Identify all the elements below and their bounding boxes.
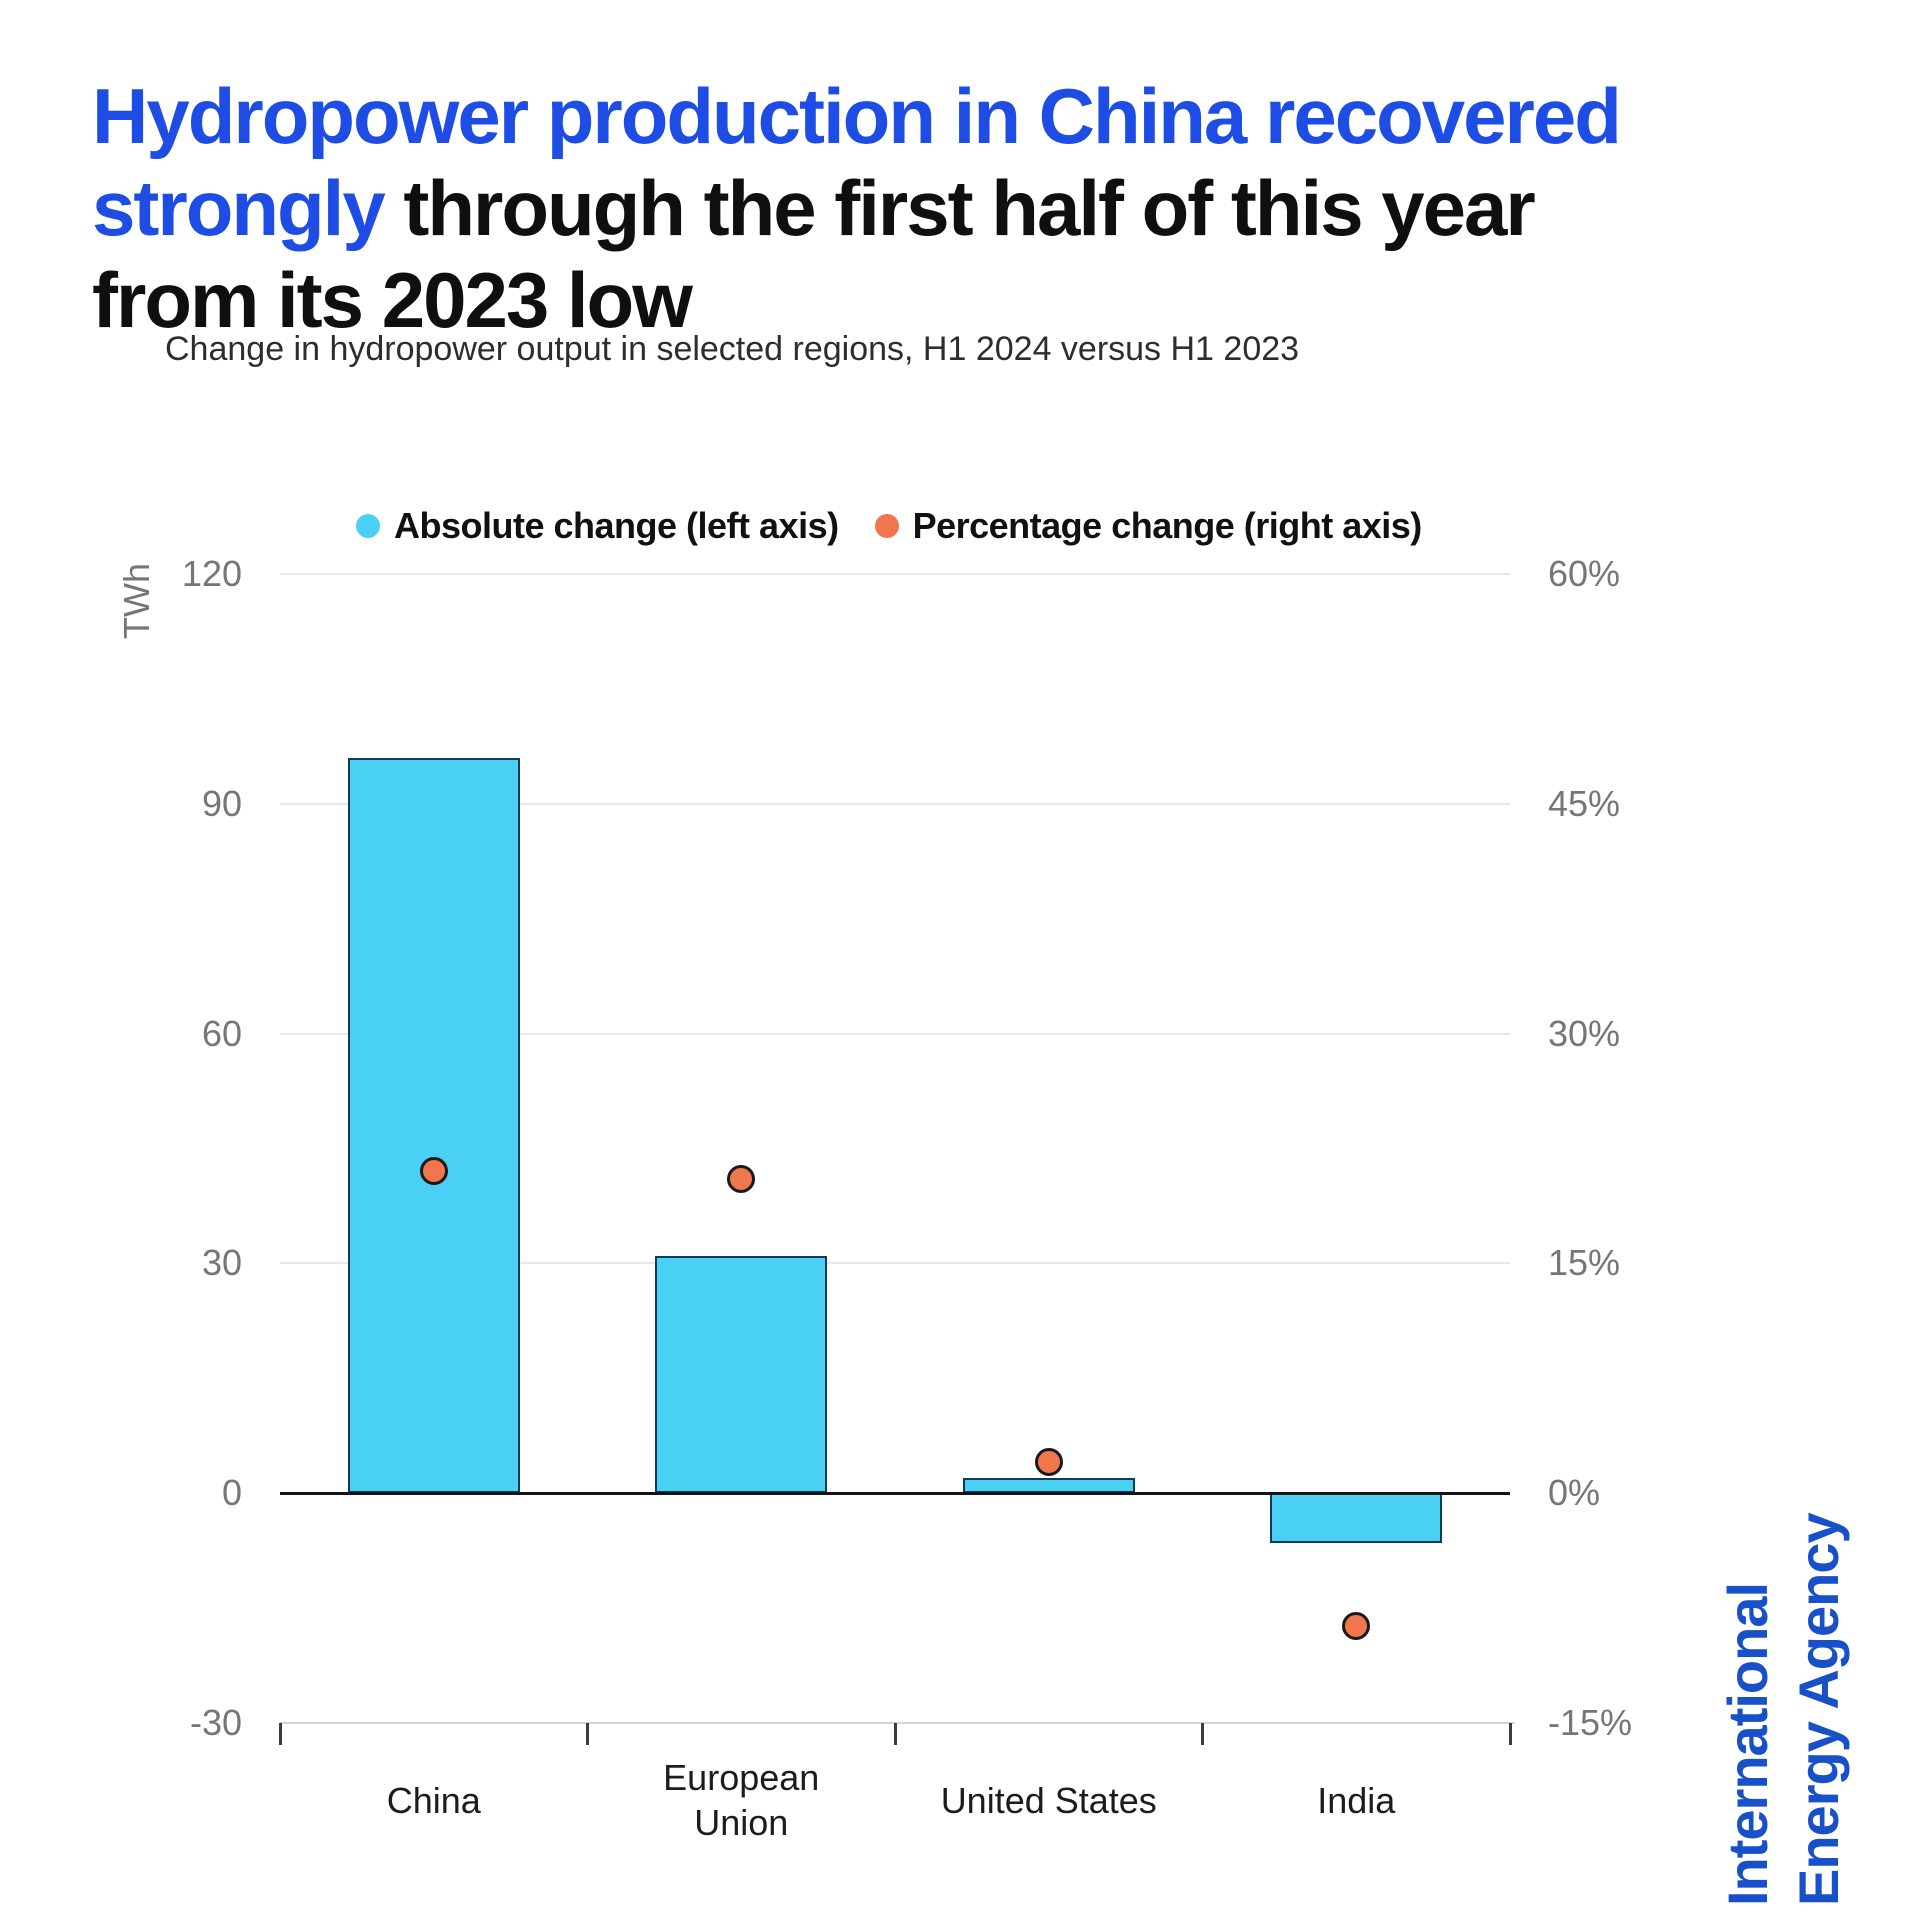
dot-european-union: [727, 1165, 756, 1193]
right-axis-tick-label: 60%: [1548, 553, 1621, 594]
category-axis-labels: China European Union United States India: [280, 1748, 1510, 1852]
bar-china: [347, 757, 520, 1493]
category-label-text: European Union: [663, 1757, 820, 1843]
bar-european-union: [655, 1255, 828, 1493]
left-axis-tick-label: 60: [201, 1012, 242, 1054]
category-label-united-states: United States: [895, 1748, 1203, 1852]
right-axis-tick-label: 15%: [1548, 1242, 1621, 1284]
title-highlight-2: strongly: [92, 164, 386, 252]
left-axis-tick-label: 30: [201, 1242, 242, 1284]
x-axis-line: [280, 1721, 1515, 1724]
gridline-90: [280, 802, 1510, 805]
left-axis-unit-label: TWh: [116, 563, 157, 639]
title-line-3: from its 2023 low: [92, 254, 1792, 346]
title-rest-3: from its 2023 low: [92, 256, 693, 344]
right-axis-tick-label: 30%: [1548, 1012, 1621, 1054]
category-label-text: United States: [940, 1779, 1157, 1821]
zero-gridline: [280, 1491, 1510, 1495]
x-axis-tick: [1508, 1722, 1512, 1745]
dot-china: [419, 1157, 448, 1186]
page-title: Hydropower production in China recovered…: [92, 70, 1792, 346]
bar-india: [1270, 1493, 1443, 1543]
legend-item-absolute-change: Absolute change (left axis): [356, 505, 839, 547]
right-axis-tick-label: 45%: [1548, 782, 1621, 824]
legend-item-percentage-change: Percentage change (right axis): [874, 505, 1423, 547]
gridline-120: [280, 573, 1510, 575]
title-line-2: strongly through the first half of this …: [92, 162, 1792, 254]
dot-india: [1342, 1612, 1371, 1641]
category-label-text: India: [1317, 1779, 1396, 1821]
chart-legend: Absolute change (left axis) Percentage c…: [356, 503, 1422, 549]
right-axis-tick-label: 0%: [1548, 1472, 1601, 1513]
right-axis-tick-label: -15%: [1548, 1701, 1633, 1743]
category-label-india: India: [1203, 1748, 1511, 1852]
legend-dot-absolute-icon: [356, 514, 380, 538]
x-axis-tick: [278, 1722, 282, 1745]
legend-label-absolute: Absolute change (left axis): [394, 505, 839, 546]
title-highlight-1: Hydropower production in China recovered: [92, 72, 1622, 160]
category-label-china: China: [280, 1748, 588, 1852]
iea-wordmark-line-1: International: [1716, 1582, 1779, 1906]
iea-wordmark-line-2: Energy Agency: [1787, 1513, 1850, 1906]
title-rest-2: through the first half of this year: [383, 164, 1535, 252]
left-axis-tick-label: 90: [201, 782, 242, 824]
x-axis-tick: [893, 1722, 897, 1745]
gridline-30: [280, 1262, 1510, 1265]
left-axis-tick-label: -30: [189, 1701, 242, 1743]
dot-united-states: [1034, 1448, 1063, 1477]
left-axis-tick-label: 0: [221, 1472, 242, 1513]
left-axis-tick-label: 120: [181, 553, 242, 594]
legend-label-percentage: Percentage change (right axis): [912, 505, 1423, 546]
x-axis-tick: [1201, 1722, 1204, 1745]
title-line-1: Hydropower production in China recovered: [92, 70, 1792, 162]
gridline-60: [280, 1032, 1510, 1035]
iea-wordmark: International Energy Agency: [1712, 1513, 1854, 1906]
category-label-european-union: European Union: [588, 1748, 896, 1852]
chart-subtitle: Change in hydropower output in selected …: [165, 330, 1300, 368]
category-label-text: China: [386, 1779, 481, 1821]
legend-dot-percentage-icon: [874, 514, 899, 538]
x-axis-tick: [586, 1722, 589, 1745]
